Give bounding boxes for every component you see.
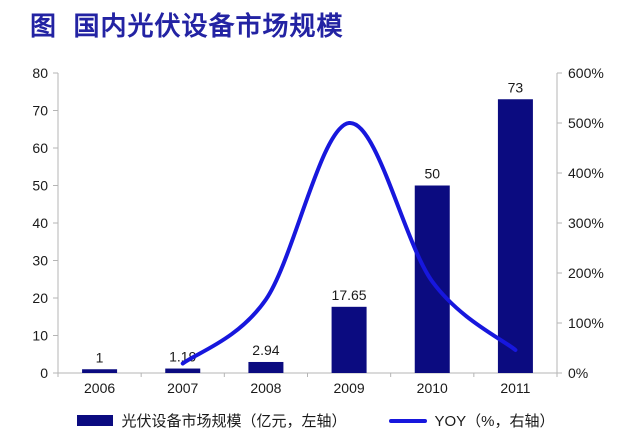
bar-2007 [165,368,201,373]
bar-value-label: 1 [96,349,104,365]
x-axis-category-label: 2007 [167,380,198,396]
left-axis-tick-label: 30 [32,253,48,269]
left-axis-tick-label: 80 [32,65,48,81]
bar-series-swatch-icon [77,415,114,426]
x-axis-category-label: 2008 [250,380,281,396]
bar-2006 [82,369,118,373]
x-axis-category-label: 2006 [84,380,115,396]
chart-title: 图 国内光伏设备市场规模 [30,11,344,41]
right-axis-tick-label: 0% [568,365,588,381]
bar-series-label: 光伏设备市场规模（亿元，左轴） [121,413,347,430]
line-series-label: YOY（%，右轴） [434,413,555,430]
bar-value-label: 17.65 [332,287,367,303]
left-axis-tick-label: 10 [32,328,48,344]
line-series-swatch-icon [388,418,427,423]
left-axis-tick-label: 60 [32,140,48,156]
x-axis-category-label: 2009 [334,380,365,396]
x-axis-category-label: 2011 [500,380,530,396]
right-axis-tick-label: 400% [568,165,604,181]
left-axis-tick-label: 50 [32,178,48,194]
bar-2008 [248,361,284,373]
bar-value-label: 73 [508,79,524,95]
legend-item-bar: 光伏设备市场规模（亿元，左轴） [77,410,347,431]
left-axis-tick-label: 40 [32,215,48,231]
x-axis-category-label: 2010 [417,380,448,396]
chart-legend: 光伏设备市场规模（亿元，左轴） YOY（%，右轴） [0,410,632,431]
right-axis-tick-label: 600% [568,65,604,81]
right-axis-tick-label: 500% [568,115,604,131]
yoy-line [180,121,518,366]
bar-value-label: 50 [424,166,440,182]
bar-2009 [331,306,367,373]
right-axis-tick-label: 200% [568,265,604,281]
bar-value-label: 2.94 [252,342,279,358]
bar-2011 [497,99,533,373]
left-axis-tick-label: 20 [32,290,48,306]
legend-item-line: YOY（%，右轴） [388,410,555,431]
left-axis-tick-label: 70 [32,103,48,119]
right-axis-tick-label: 100% [568,315,604,331]
right-axis-tick-label: 300% [568,215,604,231]
left-axis-tick-label: 0 [40,365,48,381]
